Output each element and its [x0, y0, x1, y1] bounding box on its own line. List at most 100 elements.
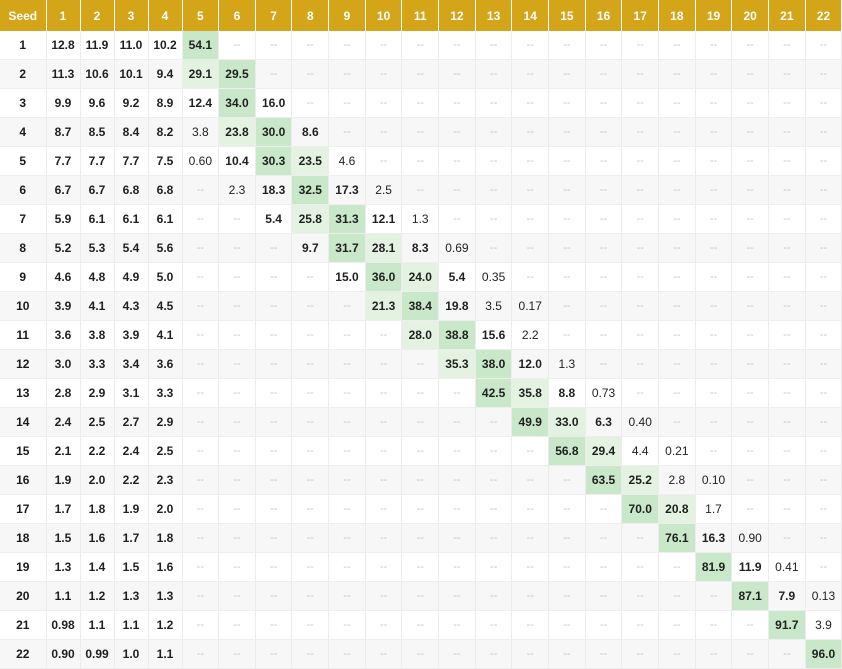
- cell-seed-6-col-1: 6.7: [46, 175, 81, 205]
- cell-seed-14-col-11: --: [401, 407, 440, 437]
- cell-seed-9-col-6: --: [218, 262, 256, 292]
- cell-seed-13-col-22: --: [805, 378, 842, 408]
- cell-seed-21-col-7: --: [255, 610, 293, 640]
- cell-seed-8-col-21: --: [768, 233, 806, 263]
- cell-seed-2-col-16: --: [585, 59, 623, 89]
- cell-seed-5-col-15: --: [548, 146, 586, 176]
- cell-seed-15-col-7: --: [255, 436, 293, 466]
- cell-seed-3-col-18: --: [658, 88, 696, 118]
- cell-seed-2-col-9: --: [328, 59, 366, 89]
- cell-seed-1-col-4: 10.2: [148, 31, 183, 60]
- cell-seed-12-col-19: --: [695, 349, 733, 379]
- cell-seed-22-col-4: 1.1: [148, 639, 183, 669]
- row-header-seed-11: 11: [0, 320, 47, 350]
- cell-seed-1-col-22: --: [805, 31, 842, 60]
- column-header-3: 3: [114, 0, 149, 31]
- cell-seed-11-col-17: --: [621, 320, 660, 350]
- cell-seed-3-col-3: 9.2: [114, 88, 149, 118]
- cell-seed-6-col-3: 6.8: [114, 175, 149, 205]
- row-header-seed-16: 16: [0, 465, 47, 495]
- cell-seed-10-col-9: --: [328, 291, 366, 321]
- cell-seed-15-col-8: --: [291, 436, 330, 466]
- cell-seed-21-col-16: --: [585, 610, 623, 640]
- cell-seed-15-col-17: 4.4: [621, 436, 660, 466]
- cell-seed-4-col-16: --: [585, 117, 623, 147]
- row-header-seed-22: 22: [0, 639, 47, 669]
- cell-seed-10-col-12: 19.8: [438, 291, 476, 321]
- column-header-5: 5: [182, 0, 220, 31]
- cell-seed-21-col-10: --: [365, 610, 403, 640]
- cell-seed-11-col-8: --: [291, 320, 330, 350]
- cell-seed-14-col-14: 49.9: [511, 407, 550, 437]
- cell-seed-21-col-20: --: [731, 610, 769, 640]
- cell-seed-14-col-4: 2.9: [148, 407, 183, 437]
- cell-seed-11-col-12: 38.8: [438, 320, 476, 350]
- cell-seed-15-col-11: --: [401, 436, 440, 466]
- cell-seed-16-col-14: --: [511, 465, 550, 495]
- cell-seed-4-col-18: --: [658, 117, 696, 147]
- cell-seed-13-col-18: --: [658, 378, 696, 408]
- table-row: 1 12.8 11.9 11.0 10.2 54.1 -- -- -- -- -- -- -- -- -- -…: [0, 31, 842, 60]
- cell-seed-22-col-13: --: [475, 639, 513, 669]
- cell-seed-12-col-20: --: [731, 349, 769, 379]
- cell-seed-8-col-20: --: [731, 233, 769, 263]
- cell-seed-17-col-5: --: [182, 494, 220, 524]
- cell-seed-5-col-19: --: [695, 146, 733, 176]
- cell-seed-7-col-16: --: [585, 204, 623, 234]
- cell-seed-18-col-6: --: [218, 523, 256, 553]
- cell-seed-4-col-11: --: [401, 117, 440, 147]
- table-row: 20 1.1 1.2 1.3 1.3 -- -- -- -- -- -- -- -- -- -- -- -- --…: [0, 581, 842, 611]
- table-row: 4 8.7 8.5 8.4 8.2 3.8 23.8 30.0 8.6 -- -- -- -- -- -- -…: [0, 117, 842, 147]
- cell-seed-10-col-14: 0.17: [511, 291, 550, 321]
- cell-seed-1-col-17: --: [621, 31, 660, 60]
- column-header-14: 14: [511, 0, 550, 31]
- row-header-seed-9: 9: [0, 262, 47, 292]
- column-header-9: 9: [328, 0, 366, 31]
- cell-seed-17-col-8: --: [291, 494, 330, 524]
- cell-seed-1-col-15: --: [548, 31, 586, 60]
- cell-seed-11-col-4: 4.1: [148, 320, 183, 350]
- cell-seed-6-col-2: 6.7: [80, 175, 115, 205]
- cell-seed-20-col-19: --: [695, 581, 733, 611]
- cell-seed-3-col-9: --: [328, 88, 366, 118]
- cell-seed-11-col-7: --: [255, 320, 293, 350]
- cell-seed-15-col-12: --: [438, 436, 476, 466]
- cell-seed-2-col-8: --: [291, 59, 330, 89]
- cell-seed-17-col-3: 1.9: [114, 494, 149, 524]
- column-header-17: 17: [621, 0, 660, 31]
- cell-seed-6-col-21: --: [768, 175, 806, 205]
- cell-seed-4-col-3: 8.4: [114, 117, 149, 147]
- cell-seed-19-col-16: --: [585, 552, 623, 582]
- cell-seed-16-col-10: --: [365, 465, 403, 495]
- table-row: 14 2.4 2.5 2.7 2.9 -- -- -- -- -- -- -- -- -- 49.9 33.0…: [0, 407, 842, 437]
- cell-seed-11-col-9: --: [328, 320, 366, 350]
- cell-seed-7-col-9: 31.3: [328, 204, 366, 234]
- cell-seed-4-col-2: 8.5: [80, 117, 115, 147]
- row-header-seed-5: 5: [0, 146, 47, 176]
- cell-seed-3-col-11: --: [401, 88, 440, 118]
- cell-seed-18-col-16: --: [585, 523, 623, 553]
- cell-seed-5-col-5: 0.60: [182, 146, 220, 176]
- cell-seed-5-col-4: 7.5: [148, 146, 183, 176]
- cell-seed-6-col-12: --: [438, 175, 476, 205]
- cell-seed-20-col-14: --: [511, 581, 550, 611]
- cell-seed-4-col-15: --: [548, 117, 586, 147]
- cell-seed-16-col-20: --: [731, 465, 769, 495]
- cell-seed-2-col-19: --: [695, 59, 733, 89]
- cell-seed-20-col-9: --: [328, 581, 366, 611]
- cell-seed-1-col-3: 11.0: [114, 31, 149, 60]
- column-header-6: 6: [218, 0, 256, 31]
- cell-seed-14-col-5: --: [182, 407, 220, 437]
- cell-seed-5-col-10: --: [365, 146, 403, 176]
- column-header-7: 7: [255, 0, 293, 31]
- cell-seed-17-col-2: 1.8: [80, 494, 115, 524]
- cell-seed-5-col-12: --: [438, 146, 476, 176]
- cell-seed-6-col-19: --: [695, 175, 733, 205]
- cell-seed-12-col-5: --: [182, 349, 220, 379]
- cell-seed-12-col-6: --: [218, 349, 256, 379]
- cell-seed-19-col-10: --: [365, 552, 403, 582]
- cell-seed-3-col-8: --: [291, 88, 330, 118]
- cell-seed-14-col-18: --: [658, 407, 696, 437]
- cell-seed-1-col-1: 12.8: [46, 31, 81, 60]
- cell-seed-19-col-2: 1.4: [80, 552, 115, 582]
